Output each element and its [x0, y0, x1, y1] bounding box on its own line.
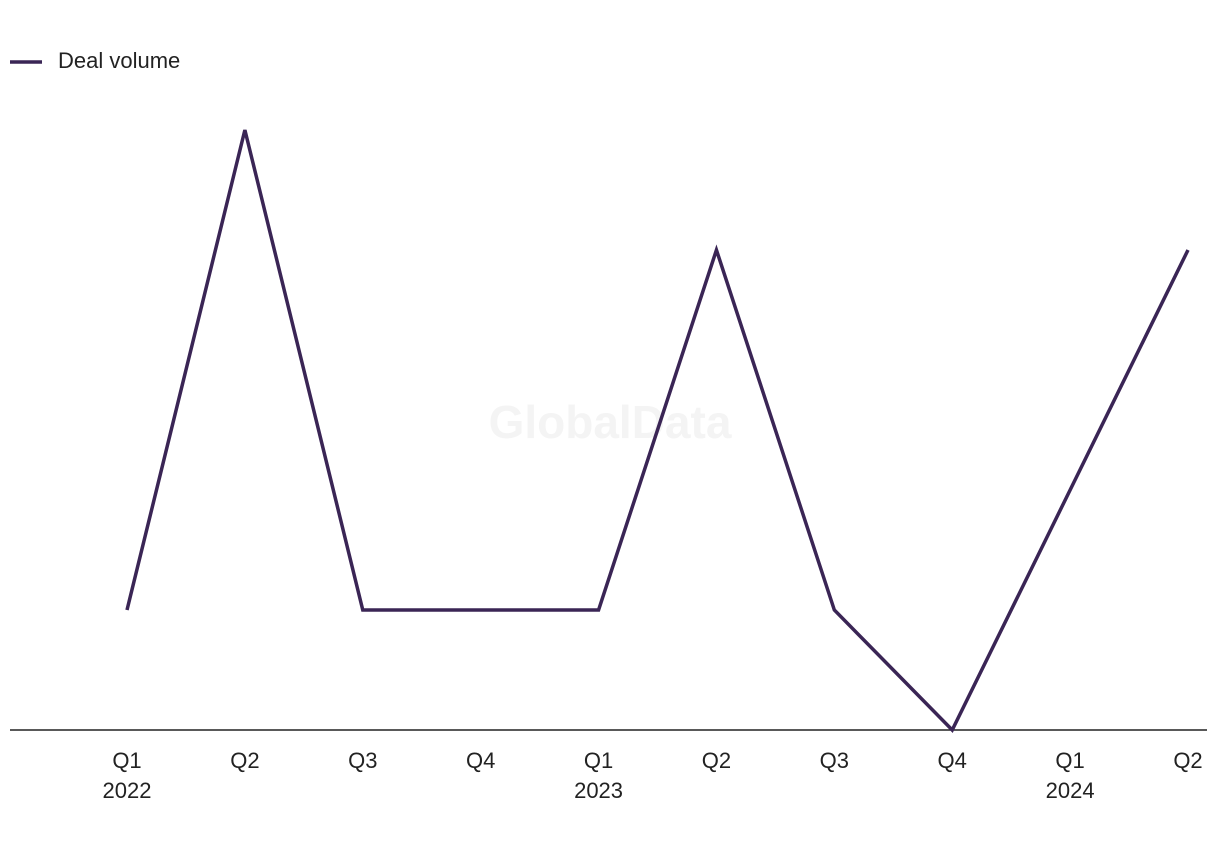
x-tick-label: Q1 2024: [1046, 748, 1095, 803]
x-tick-label: Q2: [230, 748, 259, 773]
x-tick-label: Q1 2022: [103, 748, 152, 803]
x-tick-label-line: Q1: [1055, 748, 1084, 773]
x-tick-label: Q2: [702, 748, 731, 773]
x-tick-label: Q4: [938, 748, 967, 773]
watermark: GlobalData: [489, 396, 732, 448]
x-tick-label: Q1 2023: [574, 748, 623, 803]
x-tick-label-line: 2022: [103, 778, 152, 803]
x-tick-label-line: Q1: [584, 748, 613, 773]
x-tick-label-line: 2023: [574, 778, 623, 803]
x-tick-label-line: 2024: [1046, 778, 1095, 803]
data-line: [125, 129, 1190, 733]
legend-label: Deal volume: [58, 48, 180, 73]
x-tick-label: Q3: [820, 748, 849, 773]
x-tick-label-line: Q1: [112, 748, 141, 773]
x-tick-label: Q4: [466, 748, 495, 773]
x-tick-label: Q3: [348, 748, 377, 773]
x-tick-label: Q2: [1173, 748, 1202, 773]
